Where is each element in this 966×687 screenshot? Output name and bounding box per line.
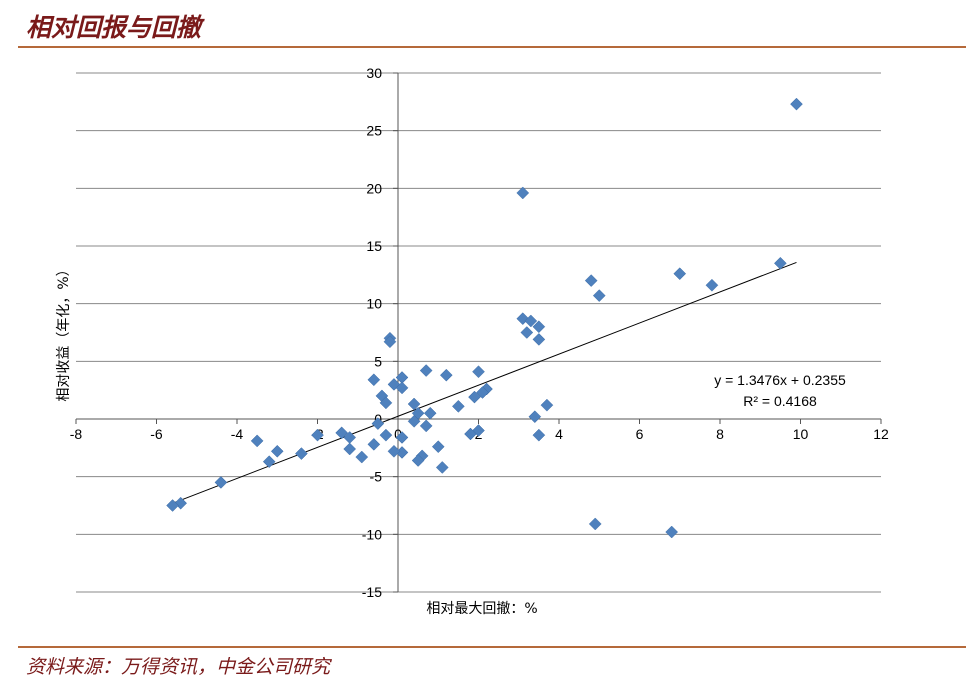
data-point <box>343 442 357 456</box>
y-tick-label: 15 <box>366 238 382 254</box>
source-note: 资料来源：万得资讯，中金公司研究 <box>26 656 331 678</box>
data-point <box>419 419 433 433</box>
data-point <box>532 320 546 334</box>
y-tick-labels: -15-10-5051015202530 <box>362 65 382 600</box>
x-tick-label: 0 <box>394 426 402 442</box>
data-point <box>335 426 349 440</box>
data-point <box>584 274 598 287</box>
data-point <box>524 314 538 328</box>
data-point <box>270 444 284 458</box>
data-point <box>371 417 385 430</box>
data-point <box>464 427 477 441</box>
data-point <box>468 390 481 404</box>
data-point <box>431 440 445 454</box>
trendline-group <box>172 261 797 504</box>
y-tick-label: -15 <box>362 584 382 600</box>
data-point <box>673 267 687 281</box>
x-tick-label: 10 <box>793 426 809 442</box>
axes <box>75 72 882 593</box>
data-point <box>379 396 393 410</box>
y-tick-label: 20 <box>366 180 382 196</box>
data-point <box>532 428 546 442</box>
data-point <box>435 461 449 474</box>
y-tick-label: 30 <box>366 65 382 81</box>
data-points <box>166 97 803 539</box>
title-divider <box>18 46 966 48</box>
data-point <box>387 444 401 458</box>
data-point <box>295 447 308 460</box>
data-point <box>367 438 381 451</box>
data-point <box>705 278 719 292</box>
data-point <box>407 397 421 411</box>
data-point <box>790 97 803 111</box>
y-tick-label: 25 <box>366 123 382 139</box>
trendline-equation: y = 1.3476x + 0.2355 <box>714 372 846 388</box>
x-axis-title: 相对最大回撤：% <box>426 601 537 617</box>
x-tick-label: -8 <box>70 426 83 442</box>
trendline <box>172 261 797 504</box>
data-point <box>395 431 409 444</box>
x-tick-label: 12 <box>873 426 889 442</box>
data-point <box>540 398 554 412</box>
y-tick-label: -5 <box>370 469 383 485</box>
data-point <box>423 406 437 420</box>
x-tick-label: 6 <box>636 426 644 442</box>
data-point <box>665 525 679 539</box>
data-point <box>476 386 489 399</box>
trendline-r-squared: R² = 0.4168 <box>743 393 817 409</box>
y-tick-label: 5 <box>374 353 382 369</box>
page-title: 相对回报与回撤 <box>26 13 202 42</box>
gridlines <box>76 72 881 593</box>
data-point <box>367 373 381 387</box>
x-tick-labels: -8-6-4-2024681012 <box>70 426 889 442</box>
data-point <box>520 326 534 339</box>
footer-divider <box>18 646 966 648</box>
data-point <box>774 256 787 270</box>
data-point <box>262 455 276 469</box>
data-point <box>250 434 264 448</box>
data-point <box>532 333 546 346</box>
data-point <box>214 476 228 489</box>
x-tick-label: -6 <box>150 426 163 442</box>
data-point <box>452 399 465 413</box>
y-axis-title: 相对收益（年化，%） <box>56 262 72 401</box>
data-point <box>311 428 324 442</box>
y-tick-label: -10 <box>362 526 382 542</box>
data-point <box>472 365 485 379</box>
y-tick-label: 10 <box>366 296 382 312</box>
data-point <box>528 410 542 424</box>
data-point <box>516 186 530 200</box>
x-tick-label: -4 <box>231 426 244 442</box>
x-tick-label: 4 <box>555 426 563 442</box>
data-point <box>592 289 606 302</box>
data-point <box>395 381 409 395</box>
data-point <box>407 414 421 428</box>
data-point <box>588 517 602 531</box>
data-point <box>411 454 425 467</box>
data-point <box>419 364 433 377</box>
data-point <box>439 368 453 382</box>
x-tick-label: 8 <box>716 426 724 442</box>
data-point <box>383 335 397 349</box>
data-point <box>166 499 179 512</box>
data-point <box>379 428 393 442</box>
data-point <box>355 450 369 464</box>
